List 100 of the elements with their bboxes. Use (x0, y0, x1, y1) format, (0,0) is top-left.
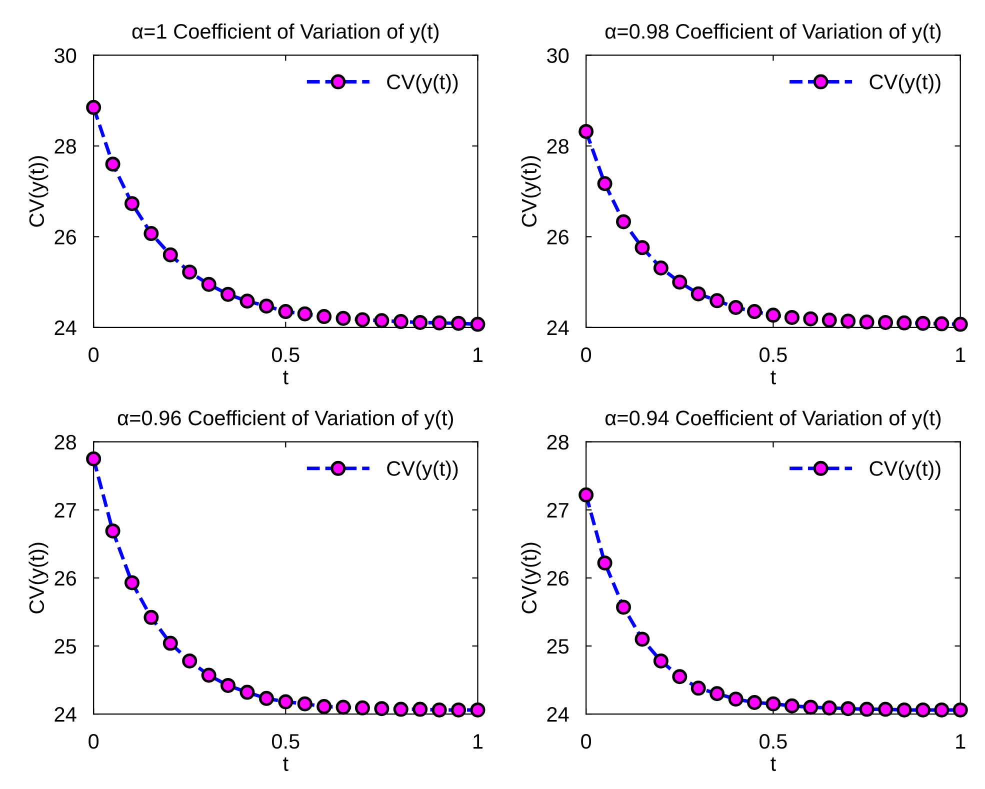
point (784, 698, 800, 714)
x-tick-label: 0.5 (760, 734, 787, 749)
point (952, 316, 968, 332)
x-axis-title: t (283, 370, 288, 384)
x-axis-title: t (283, 757, 288, 771)
point (374, 701, 390, 716)
point (432, 315, 447, 330)
x-tick-label: 1 (474, 348, 482, 362)
y-tick-label: 27 (54, 502, 76, 518)
point (672, 274, 688, 290)
point (470, 316, 486, 332)
point (240, 294, 255, 309)
point (144, 610, 159, 625)
y-axis-title: CV(y(t)) (521, 542, 541, 614)
point (201, 668, 216, 683)
point (803, 311, 818, 326)
point (124, 196, 140, 212)
x-tick-label: 0 (88, 347, 99, 362)
y-tick-label: 28 (547, 434, 569, 450)
x-tick-label: 0.5 (272, 347, 300, 362)
y-tick-label: 24 (547, 320, 569, 335)
point (278, 304, 294, 320)
point (915, 702, 930, 718)
point (432, 702, 447, 718)
point (297, 306, 312, 322)
point (859, 314, 874, 330)
legend-label: CV(y(t)) (870, 460, 940, 480)
point (934, 702, 950, 718)
y-tick-label: 28 (547, 138, 569, 154)
y-axis-title: CV(y(t)) (28, 542, 48, 614)
x-tick-label: 0 (581, 347, 592, 362)
y-tick-label: 26 (54, 230, 76, 244)
point (201, 276, 216, 292)
point (470, 702, 486, 718)
y-tick-label: 26 (547, 230, 568, 244)
chart-title: α=0.96 Coefficient of Variation of y(t) (118, 410, 454, 430)
point (653, 260, 668, 276)
chart-title: α=0.98 Coefficient of Variation of y(t) (605, 23, 941, 43)
point (86, 451, 102, 466)
point (710, 686, 725, 702)
point (162, 247, 178, 262)
point (878, 702, 894, 717)
point (747, 694, 762, 710)
point (374, 313, 390, 328)
y-axis-title: CV(y(t)) (521, 156, 541, 227)
point (634, 632, 650, 647)
legend-label: CV(y(t)) (387, 74, 458, 94)
y-tick-label: 25 (54, 638, 76, 654)
point (822, 312, 837, 328)
point (144, 226, 159, 242)
x-tick-label: 0 (581, 734, 592, 749)
point (597, 176, 612, 192)
y-tick-label: 28 (54, 138, 76, 154)
point (728, 300, 744, 315)
point (258, 690, 274, 706)
point (105, 156, 120, 172)
x-tick-label: 0.5 (272, 734, 300, 749)
point (162, 636, 178, 651)
point (451, 316, 466, 331)
y-tick-label: 26 (547, 570, 568, 586)
y-tick-label: 24 (547, 707, 569, 722)
point (412, 702, 428, 717)
point (803, 700, 818, 715)
x-tick-label: 1 (474, 734, 482, 749)
point (634, 240, 650, 256)
point (840, 701, 856, 716)
point (766, 696, 781, 712)
point (690, 286, 706, 302)
point (354, 312, 370, 328)
point (859, 702, 874, 717)
y-tick-label: 25 (547, 638, 569, 654)
y-tick-label: 28 (54, 434, 76, 450)
point (220, 286, 236, 302)
point (616, 600, 632, 615)
x-axis-title: t (770, 370, 776, 384)
point (934, 316, 950, 332)
point (258, 298, 274, 314)
point (672, 669, 688, 684)
point (822, 700, 837, 716)
x-axis-title: t (770, 757, 776, 771)
point (336, 310, 351, 326)
y-tick-label: 24 (54, 320, 76, 335)
point (220, 678, 236, 693)
point (451, 702, 466, 718)
point (124, 575, 140, 590)
point (336, 700, 351, 715)
point (784, 310, 800, 325)
point (316, 699, 332, 714)
x-tick-label: 1 (956, 734, 966, 749)
point (616, 214, 632, 230)
point (578, 124, 594, 139)
point (240, 684, 255, 700)
point (915, 316, 930, 331)
point (354, 700, 370, 716)
point (952, 702, 968, 718)
x-tick-label: 1 (956, 348, 966, 362)
point (728, 692, 744, 707)
point (896, 315, 912, 330)
point (747, 304, 762, 320)
point (393, 702, 408, 717)
